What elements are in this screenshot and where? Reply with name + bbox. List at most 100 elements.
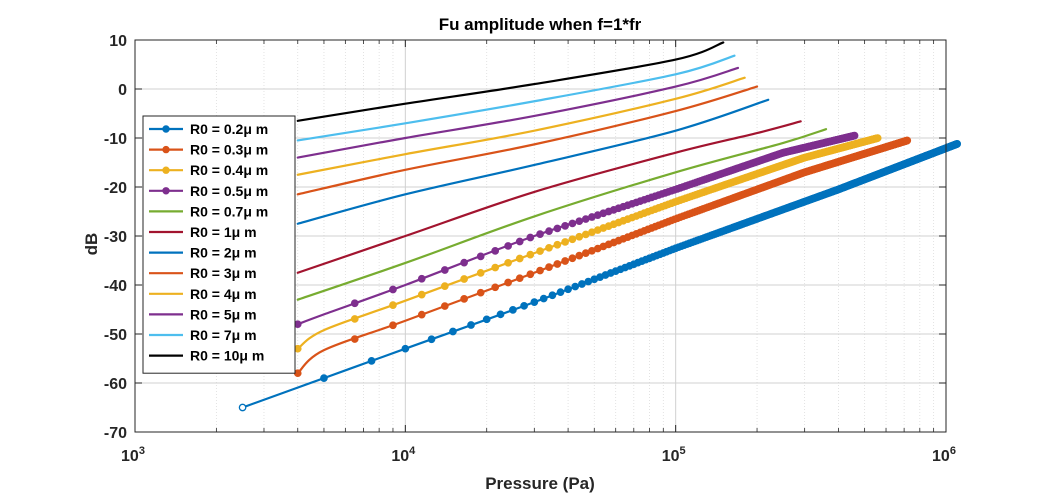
- data-point: [417, 310, 426, 319]
- data-point: [953, 140, 962, 148]
- data-point: [571, 282, 580, 291]
- legend-marker: [162, 187, 170, 195]
- data-point: [350, 335, 359, 343]
- series-line: [296, 66, 740, 159]
- data-point: [568, 254, 577, 263]
- legend: R0 = 0.2μ m R0 = 0.3μ m R0 = 0.4μ m R0 = 0.…: [142, 115, 296, 374]
- data-point: [350, 315, 359, 323]
- legend-label: R0 = 5μ m: [190, 306, 257, 322]
- series-line: [296, 128, 828, 301]
- data-point: [320, 374, 328, 382]
- data-point: [581, 249, 590, 257]
- data-point: [903, 136, 912, 145]
- legend-item: R0 = 0.4μ m: [149, 162, 268, 178]
- legend-item: R0 = 7μ m: [149, 327, 257, 343]
- series-1: [238, 140, 962, 412]
- y-tick-label: -40: [104, 278, 127, 295]
- data-point: [460, 258, 468, 267]
- series-10: [296, 66, 740, 159]
- data-point: [476, 288, 485, 297]
- x-tick-exponent: 3: [139, 445, 145, 457]
- data-point: [417, 274, 426, 283]
- data-point: [460, 295, 468, 303]
- legend-item: R0 = 2μ m: [149, 245, 257, 261]
- data-point: [515, 274, 524, 283]
- series-line: [296, 41, 725, 122]
- data-point: [491, 263, 500, 272]
- data-point: [548, 291, 557, 300]
- y-tick-label: -20: [104, 180, 127, 197]
- legend-label: R0 = 0.7μ m: [190, 203, 268, 219]
- data-point: [389, 285, 397, 294]
- data-point: [536, 247, 544, 255]
- data-point: [526, 233, 535, 242]
- y-tick-label: -60: [104, 376, 127, 393]
- data-point: [545, 263, 553, 271]
- data-point: [496, 310, 505, 319]
- series-5: [296, 128, 828, 301]
- data-point: [417, 290, 426, 299]
- data-point: [440, 282, 449, 290]
- data-point: [440, 266, 449, 274]
- data-point: [491, 247, 500, 255]
- legend-label: R0 = 1μ m: [190, 224, 257, 240]
- legend-marker: [162, 166, 170, 174]
- x-tick-label: 104: [391, 445, 416, 465]
- data-point: [545, 227, 553, 236]
- legend-label: R0 = 0.5μ m: [190, 183, 268, 199]
- data-point: [578, 280, 586, 288]
- data-point: [482, 315, 491, 324]
- data-point: [553, 224, 562, 233]
- data-point: [568, 235, 577, 244]
- x-tick-base: 10: [662, 448, 680, 465]
- data-point: [509, 306, 517, 314]
- series-7: [296, 98, 770, 225]
- series-2: [293, 136, 912, 378]
- data-point: [350, 299, 359, 308]
- data-point: [581, 215, 590, 223]
- data-point: [476, 269, 485, 277]
- legend-item: R0 = 4μ m: [149, 286, 257, 302]
- data-point: [504, 242, 512, 250]
- series-line: [296, 85, 759, 196]
- x-tick-label: 103: [121, 445, 145, 465]
- legend-marker: [162, 145, 170, 154]
- data-point: [526, 250, 535, 259]
- y-tick-label: 0: [118, 82, 127, 99]
- data-point: [526, 270, 535, 279]
- data-point: [873, 134, 882, 142]
- legend-label: R0 = 7μ m: [190, 327, 257, 343]
- legend-item: R0 = 10μ m: [149, 348, 264, 364]
- series-12: [296, 41, 725, 122]
- y-tick-label: 10: [109, 33, 127, 50]
- legend-label: R0 = 10μ m: [190, 348, 264, 364]
- legend-label: R0 = 0.2μ m: [190, 121, 268, 137]
- data-point: [476, 252, 485, 261]
- data-point: [575, 232, 584, 241]
- data-point: [568, 219, 577, 228]
- data-point: [293, 320, 302, 329]
- data-point: [575, 251, 584, 260]
- series-8: [296, 85, 759, 196]
- data-point: [575, 217, 584, 226]
- legend-item: R0 = 3μ m: [149, 265, 257, 281]
- data-point: [401, 344, 410, 353]
- x-tick-exponent: 4: [409, 445, 416, 457]
- legend-box: [142, 115, 296, 374]
- legend-item: R0 = 5μ m: [149, 306, 257, 322]
- series-6: [296, 120, 802, 274]
- data-point: [515, 237, 524, 246]
- y-axis-label: dB: [82, 233, 101, 256]
- series-9: [296, 76, 746, 176]
- series-line: [296, 76, 746, 176]
- x-tick-exponent: 6: [950, 445, 956, 457]
- data-point: [581, 230, 590, 239]
- data-point: [238, 403, 247, 412]
- legend-label: R0 = 2μ m: [190, 245, 257, 261]
- legend-label: R0 = 4μ m: [190, 286, 257, 302]
- data-point: [467, 321, 475, 329]
- data-point: [504, 278, 512, 287]
- data-point: [539, 294, 548, 303]
- data-point: [556, 288, 565, 297]
